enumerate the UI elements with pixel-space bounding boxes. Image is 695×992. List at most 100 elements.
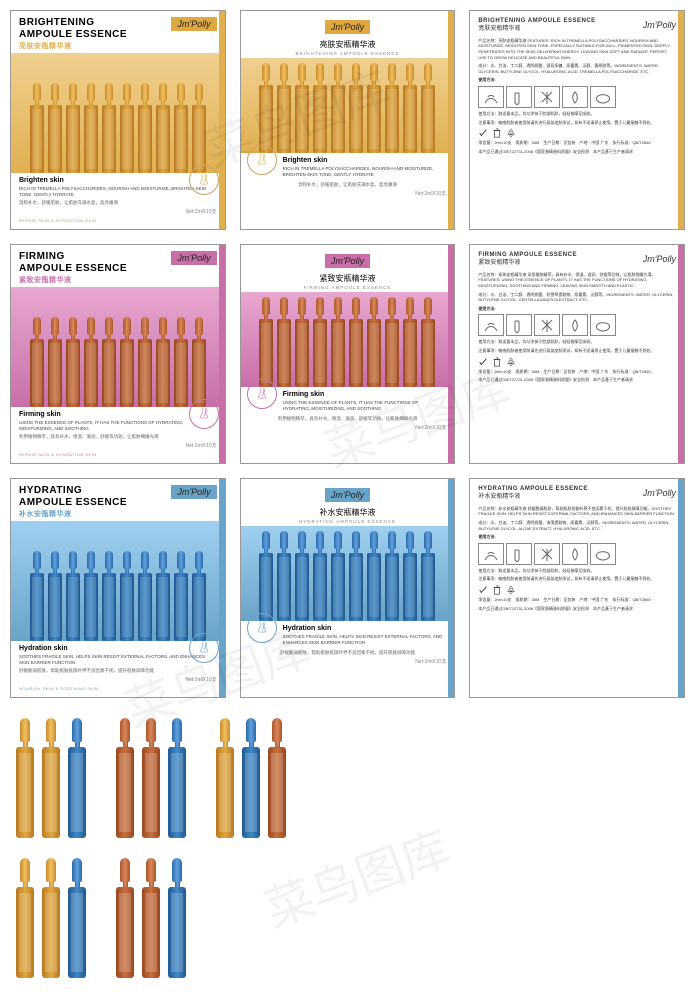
net-content: Net:2mlX10支 [249,424,447,431]
ampoule [366,297,382,387]
ampoule [312,63,328,153]
back-cert: 本产品已通过GB/T22731-2008《国家香精香料质量》安全检测 本产品基于… [478,377,676,383]
panel-footer: Hydration skinSOOTHES FRAGILE SKIN, HELP… [241,621,455,671]
product-title: FIRMINGAMPOULE ESSENCE紧致安瓶精华液 [19,251,127,285]
panel-header: FIRMINGAMPOULE ESSENCE紧致安瓶精华液Jm'Polly [11,245,225,287]
accent-bar [219,11,225,229]
loose-ampoule [14,858,36,978]
seal-icon [189,399,219,429]
desc-cn: 温和补水，舒缓肌肤，让肌肤充满水盈，盈亮嫩滑 [249,182,447,188]
back-usage: 使用方法：取适量本品，均匀涂抹于脸部肌肤，轻轻按摩至吸收。 [478,568,676,574]
title-cn: 紧致安瓶精华液 [249,273,447,284]
ampoule [348,297,364,387]
accent-bar [448,479,454,697]
tag-line: REPAIR SKIN & HYDRATION SKIN [19,218,217,223]
title-cn: 亮肤安瓶精华液 [249,39,447,50]
panel-front-brighten: BRIGHTENINGAMPOULE ESSENCE亮肤安瓶精华液Jm'Poll… [10,10,226,230]
ampoule-display [11,521,225,641]
usage-step-icon [562,86,588,108]
ampoule [47,83,63,173]
title-cn: 紧致安瓶精华液 [19,277,127,285]
loose-group [214,718,288,838]
ampoule-display [241,58,455,153]
claim: Hydration skin [283,625,447,632]
panel-center-brighten: Jm'Polly亮肤安瓶精华液BRIGHTENING AMPOULE ESSEN… [240,10,456,230]
back-intro: 产品名称：补水安瓶精华液 舒缓脆弱肌肤，帮助肌肤抵御外界不良因素干扰，提升肌肤屏… [478,506,676,517]
loose-row [14,858,681,978]
ampoule [119,317,135,407]
net-content: Net:2mlX10支 [19,442,217,449]
usage-diagram [478,314,676,336]
usage-diagram [478,86,676,108]
ampoule [420,63,436,153]
ampoule-display [241,292,455,387]
ampoule [191,551,207,641]
back-intro: 产品名称：紧致安瓶精华液 采用植物精萃，具有补水、保湿、滋润、舒缓等功效，让肌肤… [478,272,676,289]
desc-en: SOOTHES FRAGILE SKIN, HELPS SKIN RESIST … [19,654,217,666]
panel-center-hydrating: Jm'Polly补水安瓶精华液HYDRATING AMPOULE ESSENCE… [240,478,456,698]
loose-ampoule [66,858,88,978]
ampoule [83,551,99,641]
panel-footer: Firming skin USING THE ESSENCE OF PLANTS,… [241,387,455,437]
cert-icons [478,585,676,595]
ampoule [101,83,117,173]
ampoule [101,551,117,641]
usage-step-icon [506,543,532,565]
net-content: Net:2mlX10支 [19,208,217,215]
panel-back-hydrating: HYDRATING AMPOULE ESSENCE补水安瓶精华液Jm'Polly… [469,478,685,698]
back-info: 净含量：2ml×10支 保质期：36M 生产日期：见包装 产地：中国 广东 执行… [478,140,676,146]
ampoule [420,531,436,621]
ampoule [65,83,81,173]
back-cert: 本产品已通过GB/T22731-2008《国家香精香料质量》安全检测 本产品基于… [478,606,676,612]
loose-ampoule [140,858,162,978]
net-content: Net:2mlX10支 [249,190,447,197]
back-info: 净含量：2ml×10支 保质期：36M 生产日期：见包装 产地：中国 广东 执行… [478,597,676,603]
back-caution: 注意事项：敏感肌肤者使用前请先进行局部皮肤测试，如有不适请停止使用。置于儿童接触… [478,348,676,354]
title-en-sub: HYDRATING AMPOULE ESSENCE [249,519,447,524]
tag-line: REPAIR SKIN & HYDRATION SKIN [19,452,217,457]
ampoule [258,531,274,621]
back-header: HYDRATING AMPOULE ESSENCE补水安瓶精华液Jm'Polly [478,485,676,502]
back-title-cn: 亮肤安瓶精华液 [478,25,595,33]
ampoule-display [11,53,225,173]
ampoule [83,317,99,407]
ampoule [101,317,117,407]
title-en-line1: BRIGHTENING [19,17,127,29]
desc-cn: 利用植物精萃，具有补水、保湿、滋润、舒缓等功效，让肌肤细嫩光滑 [19,434,217,440]
ampoule [155,317,171,407]
desc-en: USING THE ESSENCE OF PLANTS, IT HAS THE … [283,400,447,412]
desc-cn: 利用植物精萃，具有补水、保湿、滋润、舒缓等功效，让肌肤细嫩光滑 [249,416,447,422]
ampoule [137,317,153,407]
ampoule [173,551,189,641]
product-title: HYDRATINGAMPOULE ESSENCE补水安瓶精华液 [19,485,127,519]
back-ingredients: 成分：水、甘油、丁二醇、透明质酸、积雪草提取物、尿囊素、泛醇等。INGREDIE… [478,292,676,303]
panel-back-firming: FIRMING AMPOULE ESSENCE紧致安瓶精华液Jm'Polly产品… [469,244,685,464]
brand-text: Jm'Polly [643,253,676,266]
ampoule [173,83,189,173]
ampoule-display [241,526,455,621]
accent-bar [678,245,684,463]
seal-icon [247,613,277,643]
loose-group [114,858,188,978]
desc-en: USING THE ESSENCE OF PLANTS, IT HAS THE … [19,420,217,432]
cert-icons [478,128,676,138]
ampoule [348,531,364,621]
ampoule [366,531,382,621]
back-usage: 使用方法：取适量本品，均匀涂抹于脸部肌肤，轻轻按摩至吸收。 [478,111,676,117]
back-title-en: BRIGHTENING AMPOULE ESSENCE [478,17,595,25]
title-en-line2: AMPOULE ESSENCE [19,29,127,41]
loose-ampoule [140,718,162,838]
back-caution: 注意事项：敏感肌肤者使用前请先进行局部皮肤测试，如有不适请停止使用。置于儿童接触… [478,576,676,582]
seal-icon [189,165,219,195]
claim: Firming skin [283,391,447,398]
ampoule [312,297,328,387]
usage-diagram [478,543,676,565]
accent-bar [219,245,225,463]
usage-step-icon [562,314,588,336]
usage-step-icon [534,543,560,565]
accent-bar [448,245,454,463]
desc-cn: 温和补水，舒缓肌肤，让肌肤充满水盈，盈亮嫩滑 [19,200,217,206]
accent-bar [678,11,684,229]
panel-footer: Brighten skinRICH IN TREMELLA POLYSACCHA… [241,153,455,203]
ampoule [29,83,45,173]
